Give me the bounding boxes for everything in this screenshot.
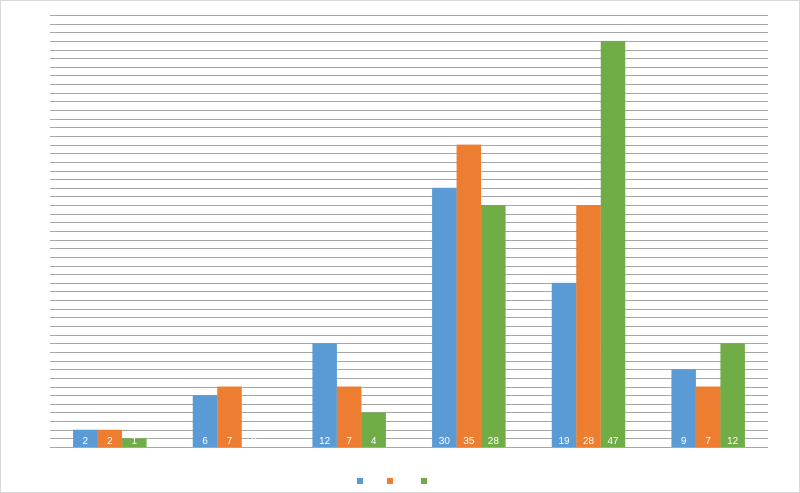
data-label: 28 — [488, 436, 500, 447]
data-label: 2 — [107, 436, 113, 447]
legend — [357, 478, 427, 484]
data-label: 4 — [371, 436, 377, 447]
bar — [456, 144, 482, 447]
bar — [551, 282, 577, 447]
bar — [576, 205, 601, 447]
legend-marker — [357, 478, 363, 484]
bar — [432, 187, 457, 448]
data-label: 2 — [83, 436, 89, 447]
bar — [217, 386, 242, 447]
bar — [361, 412, 386, 447]
legend-marker — [421, 478, 427, 484]
bar — [73, 429, 98, 447]
bar — [695, 386, 721, 447]
bar — [312, 343, 337, 447]
bar — [336, 386, 362, 447]
bar — [671, 369, 696, 447]
data-label: 35 — [463, 436, 475, 447]
data-label: 7 — [346, 436, 352, 447]
bar — [122, 438, 147, 447]
bars — [73, 40, 745, 448]
bar — [481, 205, 506, 447]
bar — [720, 343, 745, 447]
data-label: 9 — [681, 436, 687, 447]
data-label: 19 — [558, 436, 570, 447]
data-label: 0 — [251, 436, 257, 447]
data-label: 28 — [583, 436, 595, 447]
bar — [192, 395, 218, 447]
gridlines — [50, 15, 768, 448]
data-label: 1 — [132, 436, 138, 447]
data-label: 7 — [705, 436, 711, 447]
data-label: 12 — [319, 436, 331, 447]
data-labels: 2 6 12 30 19 9 2 7 7 35 28 7 1 0 4 28 47 12 — [83, 436, 739, 447]
data-label: 12 — [727, 436, 739, 447]
bar — [600, 40, 626, 448]
data-label: 6 — [202, 436, 208, 447]
data-label: 47 — [607, 436, 619, 447]
data-label: 30 — [439, 436, 451, 447]
legend-marker — [387, 478, 393, 484]
data-label: 7 — [227, 436, 233, 447]
bar — [97, 429, 123, 447]
